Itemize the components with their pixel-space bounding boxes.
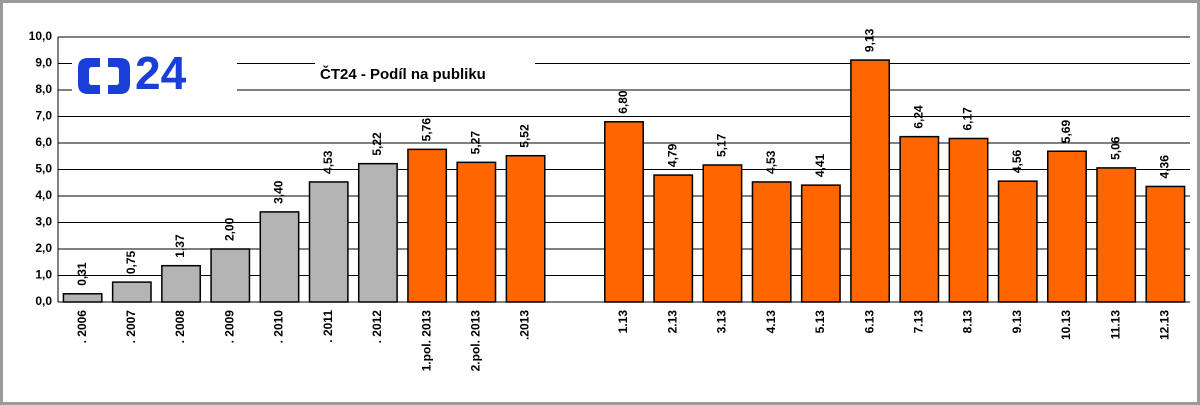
value-label: 9,13 (862, 28, 876, 52)
y-tick-label: 0,0 (35, 294, 52, 308)
x-tick-label: 6.13 (862, 310, 876, 334)
logo-bracket (108, 58, 130, 94)
y-tick-label: 9,0 (35, 56, 52, 70)
logo: 24 (72, 47, 237, 102)
value-label: 4,56 (1010, 149, 1024, 173)
value-label: 6,17 (961, 107, 975, 131)
value-label: 5,06 (1108, 136, 1122, 160)
x-tick-label: 2.pol. 2013 (469, 310, 483, 372)
bar (800, 184, 841, 303)
value-label: 5,22 (370, 132, 384, 156)
bar (407, 148, 448, 303)
x-tick-label: 9.13 (1010, 310, 1024, 334)
bar (357, 162, 398, 303)
y-tick-label: 3,0 (35, 215, 52, 229)
chart-title: ČT24 - Podíl na publiku (320, 65, 486, 83)
x-tick-label: .2013 (518, 310, 532, 340)
bar (210, 248, 251, 303)
bar (161, 264, 201, 303)
bar (111, 281, 152, 303)
x-tick-label: 1.13 (616, 310, 630, 334)
y-tick-label: 8,0 (35, 82, 52, 96)
value-label: 0,31 (75, 262, 89, 286)
logo-bracket (78, 58, 100, 94)
bar (751, 181, 792, 303)
value-label: 2,00 (222, 217, 236, 241)
value-label: 4,36 (1158, 155, 1172, 179)
x-tick-label: . 2010 (272, 310, 286, 344)
x-tick-label: 2.13 (665, 310, 679, 334)
bar (604, 121, 644, 303)
value-label: 1,37 (173, 234, 187, 258)
y-tick-label: 5,0 (35, 162, 52, 176)
value-label: 5,17 (715, 133, 729, 157)
value-label: 5,27 (469, 131, 483, 155)
bar (1096, 167, 1137, 303)
x-tick-label: . 2008 (173, 310, 187, 344)
value-label: 6,80 (616, 90, 630, 114)
value-label: 3,40 (272, 180, 286, 204)
y-tick-label: 2,0 (35, 241, 52, 255)
y-tick-label: 6,0 (35, 135, 52, 149)
value-label: 0,75 (124, 250, 138, 274)
bar (899, 135, 940, 303)
x-tick-label: 4.13 (764, 310, 778, 334)
y-tick-label: 7,0 (35, 109, 52, 123)
x-tick-label: . 2009 (222, 310, 236, 344)
bar (1145, 185, 1186, 303)
bar (948, 137, 989, 303)
x-tick-label: . 2006 (75, 310, 89, 344)
x-tick-label: 7.13 (911, 310, 925, 334)
x-tick-label: . 2011 (321, 310, 335, 343)
bar (1047, 150, 1087, 303)
value-label: 6,24 (911, 105, 925, 129)
bar (259, 211, 300, 303)
value-label: 5,52 (518, 124, 532, 148)
x-tick-label: 3.13 (715, 310, 729, 334)
value-label: 4,53 (321, 150, 335, 174)
bar (997, 180, 1038, 303)
value-label: 4,53 (764, 150, 778, 174)
title-bg (315, 63, 535, 87)
value-label: 5,69 (1059, 120, 1073, 144)
bar (702, 164, 743, 303)
bar (308, 181, 349, 303)
y-tick-label: 10,0 (29, 29, 53, 43)
logo-text: 24 (135, 47, 187, 99)
bar (62, 293, 103, 303)
x-tick-label: 8.13 (961, 310, 975, 334)
x-tick-label: . 2007 (124, 310, 138, 344)
x-tick-label: 12.13 (1158, 310, 1172, 340)
x-tick-label: 1.pol. 2013 (419, 310, 433, 372)
value-label: 5,76 (419, 118, 433, 142)
value-label: 4,41 (813, 153, 827, 177)
y-tick-label: 1,0 (35, 268, 52, 282)
x-tick-label: 10.13 (1059, 310, 1073, 340)
bar (653, 174, 694, 303)
x-tick-label: 5.13 (813, 310, 827, 334)
bar (456, 161, 497, 303)
bar (505, 154, 546, 303)
x-tick-label: . 2012 (370, 310, 384, 344)
bar (850, 59, 891, 303)
y-tick-label: 4,0 (35, 188, 52, 202)
x-tick-label: 11.13 (1108, 310, 1122, 340)
value-label: 4,79 (665, 143, 679, 167)
